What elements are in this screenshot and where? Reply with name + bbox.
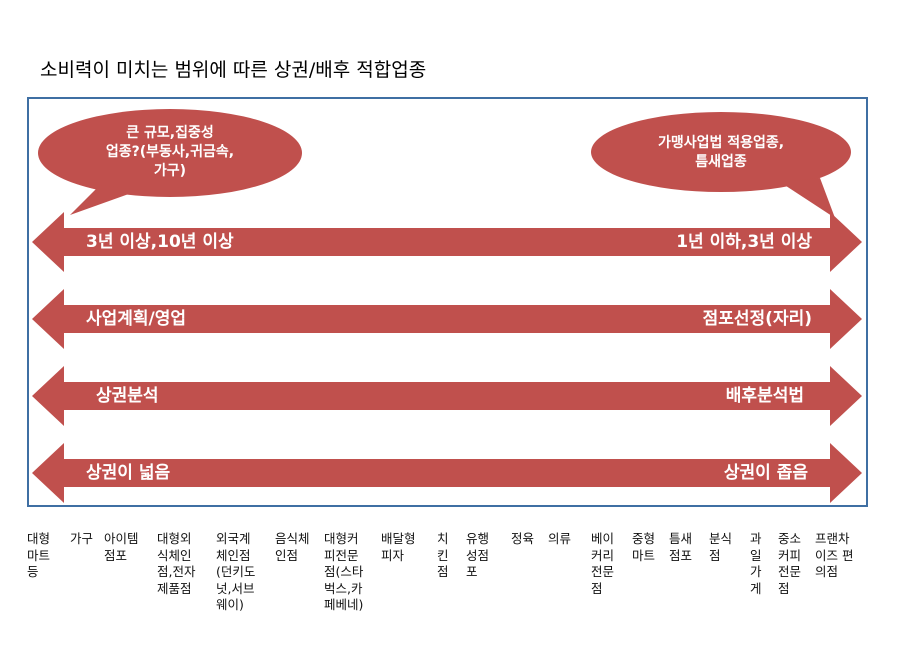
category-label: 틈새 점포 bbox=[669, 531, 693, 563]
arrow-4-left-label: 상권이 넓음 bbox=[86, 463, 171, 483]
left-bubble-text: 큰 규모,집중성 업종?(부동사,귀금속, 가구) bbox=[105, 125, 235, 179]
arrow-2-right-label: 점포선정(자리) bbox=[702, 309, 812, 329]
page-title: 소비력이 미치는 범위에 따른 상권/배후 적합업종 bbox=[40, 59, 427, 81]
category-label: 유행 성점 포 bbox=[466, 531, 490, 579]
category-label: 프랜차 이즈 편 의점 bbox=[815, 531, 854, 579]
arrow-1-right-label: 1년 이하,3년 이상 bbox=[676, 232, 812, 252]
double-arrow-3 bbox=[32, 366, 862, 426]
category-label: 대형커 피전문 점(스타 벅스,카 페베네) bbox=[324, 531, 364, 612]
category-label: 치 킨 점 bbox=[437, 531, 449, 579]
category-label: 대형외 식체인 점,전자 제품점 bbox=[157, 531, 196, 596]
category-label: 중소 커피 전문 점 bbox=[778, 531, 802, 596]
arrow-3-right-label: 배후분석법 bbox=[725, 386, 804, 406]
double-arrow-4 bbox=[32, 443, 862, 503]
category-label: 분식 점 bbox=[709, 531, 733, 563]
right-bubble-text: 가맹사업법 적용업종, 틈새업종 bbox=[657, 135, 785, 170]
arrow-3-left-label: 상권분석 bbox=[96, 386, 159, 406]
category-label: 대형 마트 등 bbox=[27, 531, 51, 579]
category-label: 정육 bbox=[511, 531, 535, 546]
category-label: 과 일 가 게 bbox=[750, 531, 762, 596]
category-label: 의류 bbox=[548, 531, 572, 546]
double-arrow-2 bbox=[32, 289, 862, 349]
category-label: 중형 마트 bbox=[632, 531, 656, 563]
right-speech-bubble bbox=[591, 112, 851, 218]
category-label: 가구 bbox=[70, 531, 94, 546]
left-speech-bubble bbox=[38, 109, 302, 215]
arrow-2-left-label: 사업계획/영업 bbox=[86, 309, 187, 329]
category-label: 배달형 피자 bbox=[381, 531, 416, 563]
arrow-4-right-label: 상권이 좁음 bbox=[723, 463, 808, 483]
category-label: 외국계 체인점 (던키도 넛,서브 웨이) bbox=[216, 531, 256, 612]
diagram-frame bbox=[27, 97, 868, 507]
category-label: 음식체 인점 bbox=[275, 531, 310, 563]
arrow-1-left-label: 3년 이상,10년 이상 bbox=[86, 232, 234, 252]
double-arrow-1 bbox=[32, 212, 862, 272]
category-label: 베이 커리 전문 점 bbox=[591, 531, 615, 596]
category-label: 아이템 점포 bbox=[104, 531, 139, 563]
